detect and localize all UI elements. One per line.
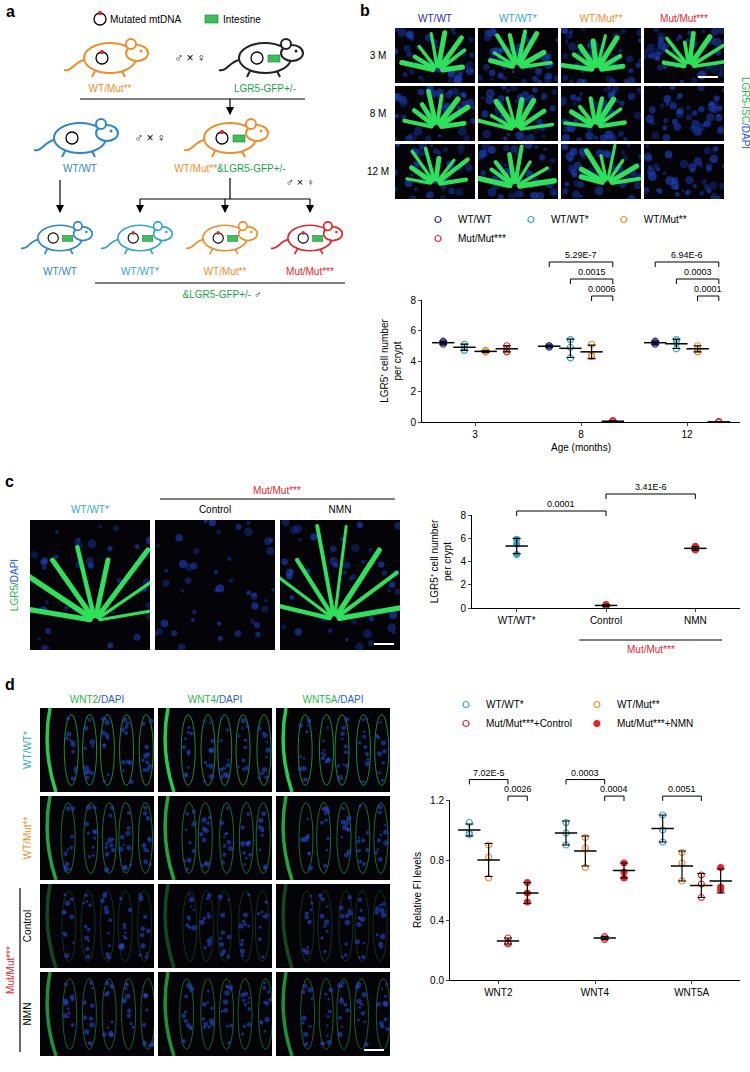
svg-text:♂ × ♀: ♂ × ♀: [134, 131, 166, 145]
svg-text:Mut/Mut***: Mut/Mut***: [660, 13, 708, 24]
svg-text:a: a: [6, 3, 15, 20]
svg-text:7.02E-5: 7.02E-5: [473, 768, 505, 778]
svg-text:WNT4/DAPI: WNT4/DAPI: [188, 694, 242, 705]
svg-text:Control: Control: [22, 910, 33, 942]
svg-text:0.0015: 0.0015: [578, 267, 606, 277]
svg-text:WT/WT*: WT/WT*: [71, 504, 109, 515]
svg-text:WNT5A/DAPI: WNT5A/DAPI: [302, 694, 363, 705]
svg-text:Mut/Mut***: Mut/Mut***: [627, 644, 675, 655]
svg-text:WT/Mut**: WT/Mut**: [580, 13, 623, 24]
svg-text:WT/Mut**&LGR5-GFP+/-: WT/Mut**&LGR5-GFP+/-: [174, 163, 285, 174]
svg-text:WT/Mut**: WT/Mut**: [204, 266, 247, 277]
svg-text:0.0: 0.0: [430, 975, 444, 986]
svg-text:5.29E-7: 5.29E-7: [565, 250, 597, 260]
svg-text:WNT5A: WNT5A: [674, 987, 709, 998]
svg-text:0.0004: 0.0004: [600, 784, 628, 794]
svg-text:WT/Mut**: WT/Mut**: [644, 214, 687, 225]
svg-text:Mut/Mut***+NMN: Mut/Mut***+NMN: [617, 718, 693, 729]
svg-text:Intestine: Intestine: [223, 14, 261, 25]
svg-text:0.0001: 0.0001: [547, 499, 575, 509]
svg-text:0.0003: 0.0003: [571, 768, 599, 778]
svg-text:12 M: 12 M: [367, 166, 389, 177]
svg-text:Age (months): Age (months): [551, 442, 611, 453]
svg-text:Control: Control: [199, 504, 231, 515]
svg-text:12: 12: [681, 429, 693, 440]
svg-text:WNT2: WNT2: [484, 987, 513, 998]
svg-text:LGR5⁺ cell numberper crypt: LGR5⁺ cell numberper crypt: [429, 519, 453, 603]
svg-text:1.2: 1.2: [430, 795, 444, 806]
svg-text:6: 6: [410, 325, 416, 336]
svg-text:0.0051: 0.0051: [668, 784, 696, 794]
svg-text:0.4: 0.4: [430, 915, 444, 926]
svg-text:Mut/Mut***+Control: Mut/Mut***+Control: [486, 718, 572, 729]
svg-text:Mut/Mut***: Mut/Mut***: [5, 946, 16, 994]
svg-text:♂ × ♀: ♂ × ♀: [174, 51, 206, 65]
svg-text:NMN: NMN: [22, 1003, 33, 1026]
svg-text:3.41E-6: 3.41E-6: [635, 482, 667, 492]
svg-text:NMN: NMN: [329, 504, 352, 515]
svg-text:LGR5/DAPI: LGR5/DAPI: [9, 559, 20, 611]
svg-text:LGR5-GFP+/-: LGR5-GFP+/-: [234, 83, 296, 94]
svg-text:0.0003: 0.0003: [684, 267, 712, 277]
svg-text:&LGR5-GFP+/- ♂: &LGR5-GFP+/- ♂: [183, 289, 262, 300]
svg-text:WT/Mut**: WT/Mut**: [22, 817, 33, 860]
svg-text:c: c: [5, 473, 14, 490]
svg-text:WT/Mut**: WT/Mut**: [89, 83, 132, 94]
svg-text:WT/Mut**: WT/Mut**: [617, 699, 660, 710]
svg-text:WT/WT*: WT/WT*: [498, 615, 536, 626]
svg-text:8: 8: [460, 510, 466, 521]
svg-text:8: 8: [410, 295, 416, 306]
svg-text:8 M: 8 M: [370, 108, 387, 119]
svg-text:0.8: 0.8: [430, 855, 444, 866]
svg-text:Relative FI levels: Relative FI levels: [412, 852, 423, 928]
svg-text:Mut/Mut***: Mut/Mut***: [253, 485, 301, 496]
svg-text:WT/WT*: WT/WT*: [121, 266, 159, 277]
svg-text:4: 4: [410, 356, 416, 367]
svg-text:0: 0: [460, 603, 466, 614]
svg-text:LGR5⁺ cell numberper crypt: LGR5⁺ cell numberper crypt: [379, 319, 403, 403]
svg-text:Control: Control: [590, 615, 622, 626]
svg-text:6.94E-6: 6.94E-6: [671, 250, 703, 260]
svg-text:0.0006: 0.0006: [588, 284, 616, 294]
svg-text:WT/WT*: WT/WT*: [551, 214, 589, 225]
svg-text:WT/WT: WT/WT: [63, 163, 97, 174]
svg-text:Mutated mtDNA: Mutated mtDNA: [110, 14, 181, 25]
svg-text:3: 3: [472, 429, 478, 440]
svg-text:NMN: NMN: [684, 615, 707, 626]
svg-text:Mut/Mut***: Mut/Mut***: [286, 266, 334, 277]
svg-text:Mut/Mut***: Mut/Mut***: [458, 233, 506, 244]
svg-text:6: 6: [460, 533, 466, 544]
svg-text:WT/WT*: WT/WT*: [499, 13, 537, 24]
svg-text:2: 2: [410, 386, 416, 397]
svg-text:♂ × ♀: ♂ × ♀: [285, 176, 314, 188]
svg-text:b: b: [360, 2, 370, 19]
svg-text:WT/WT*: WT/WT*: [486, 699, 524, 710]
svg-text:WNT4: WNT4: [581, 987, 610, 998]
svg-text:0: 0: [410, 417, 416, 428]
svg-text:8: 8: [578, 429, 584, 440]
svg-text:WT/WT: WT/WT: [43, 266, 77, 277]
svg-text:4: 4: [460, 556, 466, 567]
svg-text:0.0026: 0.0026: [504, 784, 532, 794]
svg-text:0.0001: 0.0001: [694, 284, 722, 294]
svg-text:d: d: [5, 676, 15, 693]
svg-text:3 M: 3 M: [370, 50, 387, 61]
svg-text:WNT2/DAPI: WNT2/DAPI: [70, 694, 124, 705]
svg-text:WT/WT: WT/WT: [418, 13, 452, 24]
svg-text:LGR5-ISC/DAPI: LGR5-ISC/DAPI: [740, 77, 750, 149]
svg-text:WT/WT*: WT/WT*: [22, 731, 33, 769]
svg-text:WT/WT: WT/WT: [458, 214, 492, 225]
svg-text:2: 2: [460, 579, 466, 590]
